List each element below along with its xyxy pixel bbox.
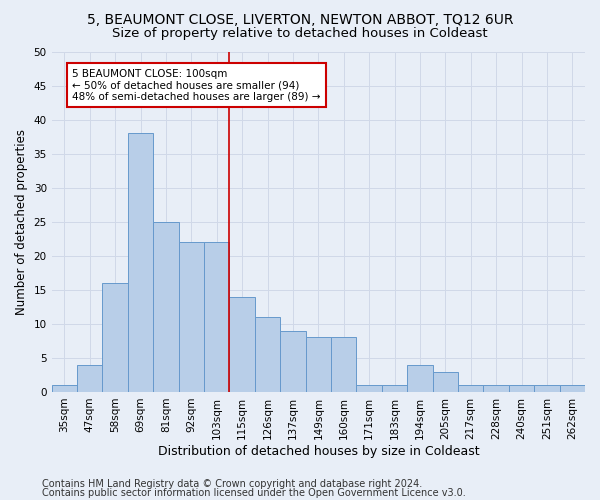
Bar	[280, 330, 305, 392]
Bar	[204, 242, 229, 392]
Text: 5 BEAUMONT CLOSE: 100sqm
← 50% of detached houses are smaller (94)
48% of semi-d: 5 BEAUMONT CLOSE: 100sqm ← 50% of detach…	[72, 68, 320, 102]
Text: Contains public sector information licensed under the Open Government Licence v3: Contains public sector information licen…	[42, 488, 466, 498]
Bar	[382, 385, 407, 392]
Text: Size of property relative to detached houses in Coldeast: Size of property relative to detached ho…	[112, 28, 488, 40]
Text: 5, BEAUMONT CLOSE, LIVERTON, NEWTON ABBOT, TQ12 6UR: 5, BEAUMONT CLOSE, LIVERTON, NEWTON ABBO…	[87, 12, 513, 26]
Bar	[433, 372, 458, 392]
Bar	[52, 385, 77, 392]
Bar	[484, 385, 509, 392]
X-axis label: Distribution of detached houses by size in Coldeast: Distribution of detached houses by size …	[158, 444, 479, 458]
Bar	[331, 338, 356, 392]
Bar	[103, 283, 128, 392]
Bar	[179, 242, 204, 392]
Bar	[458, 385, 484, 392]
Bar	[560, 385, 585, 392]
Bar	[356, 385, 382, 392]
Text: Contains HM Land Registry data © Crown copyright and database right 2024.: Contains HM Land Registry data © Crown c…	[42, 479, 422, 489]
Y-axis label: Number of detached properties: Number of detached properties	[15, 128, 28, 314]
Bar	[534, 385, 560, 392]
Bar	[77, 364, 103, 392]
Bar	[229, 296, 255, 392]
Bar	[255, 317, 280, 392]
Bar	[128, 133, 153, 392]
Bar	[305, 338, 331, 392]
Bar	[153, 222, 179, 392]
Bar	[509, 385, 534, 392]
Bar	[407, 364, 433, 392]
